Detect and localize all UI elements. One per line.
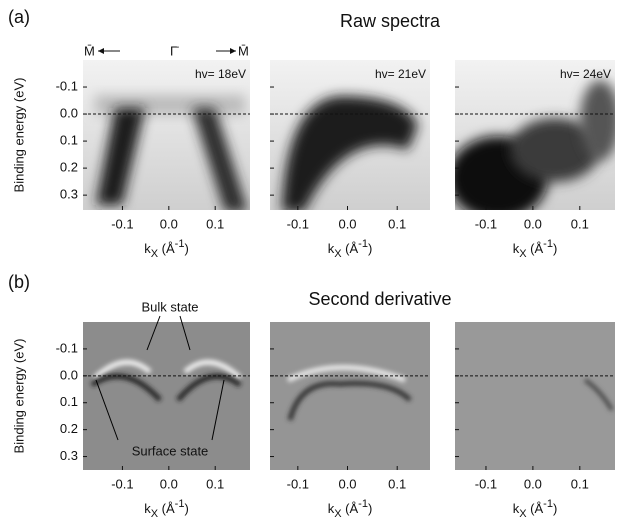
annotation-arrow — [95, 379, 119, 441]
x-axis-label-part: ) — [184, 241, 188, 256]
panel-title: Raw spectra — [340, 11, 441, 31]
x-axis-label-part: ) — [553, 501, 557, 516]
arrow-head — [230, 48, 236, 54]
x-tick-label: -0.1 — [287, 216, 309, 231]
x-axis-label: kX (Å-1) — [513, 238, 558, 260]
arrow-head — [98, 48, 104, 54]
x-axis-label: kX (Å-1) — [144, 498, 189, 520]
x-axis-label-part: X — [151, 248, 159, 260]
derivative-image — [270, 322, 430, 470]
x-axis-label-part: X — [334, 248, 342, 260]
x-axis-label-part: ) — [368, 501, 372, 516]
x-axis-label-part: (Å — [158, 501, 175, 516]
x-axis-label-part: (Å — [158, 241, 175, 256]
x-tick-label: 0.0 — [338, 216, 356, 231]
x-axis-label: kX (Å-1) — [513, 498, 558, 520]
x-axis-label-part: k — [144, 241, 151, 256]
x-tick-label: -0.1 — [287, 476, 309, 491]
x-axis-label-part: k — [328, 241, 335, 256]
x-tick-label: 0.1 — [571, 476, 589, 491]
x-axis-label-part: -1 — [543, 498, 553, 510]
y-axis-label: Binding energy (eV) — [11, 339, 26, 454]
panel-label: (b) — [8, 272, 30, 292]
x-tick-label: -0.1 — [475, 216, 497, 231]
x-axis-label-part: X — [334, 508, 342, 520]
spectrum-image — [83, 60, 250, 210]
derivative-image — [83, 322, 250, 470]
derivative-image — [455, 322, 615, 470]
x-tick-label: 0.1 — [571, 216, 589, 231]
x-axis-label-part: (Å — [342, 241, 359, 256]
y-tick-label: 0.3 — [60, 187, 78, 202]
y-axis-label: Binding energy (eV) — [11, 78, 26, 193]
x-axis-label: kX (Å-1) — [328, 498, 373, 520]
x-tick-label: 0.0 — [160, 216, 178, 231]
spectrum-image — [270, 60, 430, 210]
x-tick-label: 0.0 — [524, 476, 542, 491]
x-axis-label-part: -1 — [358, 238, 368, 250]
k-point-label: M̄ — [238, 43, 249, 58]
x-axis-label-part: k — [328, 501, 335, 516]
y-tick-label: 0.2 — [60, 421, 78, 436]
x-axis-label-part: k — [513, 241, 520, 256]
x-tick-label: -0.1 — [111, 216, 133, 231]
x-tick-label: 0.1 — [388, 216, 406, 231]
x-axis-label-part: (Å — [527, 241, 544, 256]
k-point-label: Γ̄ — [170, 43, 179, 58]
y-tick-label: 0.3 — [60, 448, 78, 463]
x-axis-label-part: ) — [553, 241, 557, 256]
annotation: Bulk state — [141, 299, 198, 314]
x-tick-label: 0.0 — [160, 476, 178, 491]
x-axis-label-part: -1 — [175, 238, 185, 250]
y-tick-label: 0.1 — [60, 394, 78, 409]
panel-title: Second derivative — [308, 289, 451, 309]
x-axis-label-part: -1 — [175, 498, 185, 510]
y-tick-label: -0.1 — [56, 340, 78, 355]
x-tick-label: 0.1 — [206, 476, 224, 491]
x-tick-label: 0.0 — [524, 216, 542, 231]
x-tick-label: -0.1 — [475, 476, 497, 491]
photon-energy: hv= 18eV — [195, 67, 246, 81]
y-tick-label: 0.0 — [60, 105, 78, 120]
x-axis-label-part: X — [151, 508, 159, 520]
panel-label: (a) — [8, 7, 30, 27]
annotation: Surface state — [132, 443, 209, 458]
photon-energy: hv= 21eV — [375, 67, 426, 81]
x-tick-label: 0.1 — [388, 476, 406, 491]
y-tick-label: 0.2 — [60, 160, 78, 175]
x-axis-label-part: (Å — [527, 501, 544, 516]
x-axis-label: kX (Å-1) — [328, 238, 373, 260]
photon-energy: hv= 24eV — [560, 67, 611, 81]
k-point-label: M̄ — [84, 43, 95, 58]
spectrum-image — [455, 60, 615, 210]
x-axis-label-part: -1 — [358, 498, 368, 510]
y-tick-label: -0.1 — [56, 78, 78, 93]
x-tick-label: 0.1 — [206, 216, 224, 231]
x-axis-label-part: X — [519, 248, 527, 260]
x-axis-label: kX (Å-1) — [144, 238, 189, 260]
x-axis-label-part: -1 — [543, 238, 553, 250]
x-axis-label-part: k — [144, 501, 151, 516]
x-axis-label-part: k — [513, 501, 520, 516]
annotation-arrow — [211, 379, 225, 441]
x-axis-label-part: ) — [184, 501, 188, 516]
x-axis-label-part: ) — [368, 241, 372, 256]
x-axis-label-part: (Å — [342, 501, 359, 516]
y-tick-label: 0.0 — [60, 367, 78, 382]
y-tick-label: 0.1 — [60, 133, 78, 148]
x-tick-label: 0.0 — [338, 476, 356, 491]
x-axis-label-part: X — [519, 508, 527, 520]
x-tick-label: -0.1 — [111, 476, 133, 491]
annotation-arrow — [179, 315, 191, 351]
annotation-arrow — [146, 315, 161, 351]
